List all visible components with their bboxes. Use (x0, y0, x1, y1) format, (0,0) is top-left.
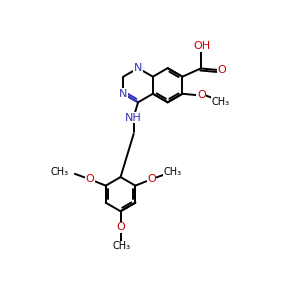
Text: N: N (119, 89, 128, 99)
Text: CH₃: CH₃ (163, 167, 181, 177)
Text: O: O (218, 65, 226, 75)
Text: O: O (197, 90, 206, 100)
Text: CH₃: CH₃ (212, 97, 230, 107)
Text: OH: OH (194, 41, 211, 51)
Text: N: N (134, 63, 142, 73)
Text: O: O (116, 222, 125, 233)
Text: CH₃: CH₃ (112, 241, 130, 251)
Text: CH₃: CH₃ (51, 167, 69, 177)
Text: NH: NH (125, 112, 142, 123)
Text: O: O (85, 174, 94, 184)
Text: O: O (147, 174, 156, 184)
